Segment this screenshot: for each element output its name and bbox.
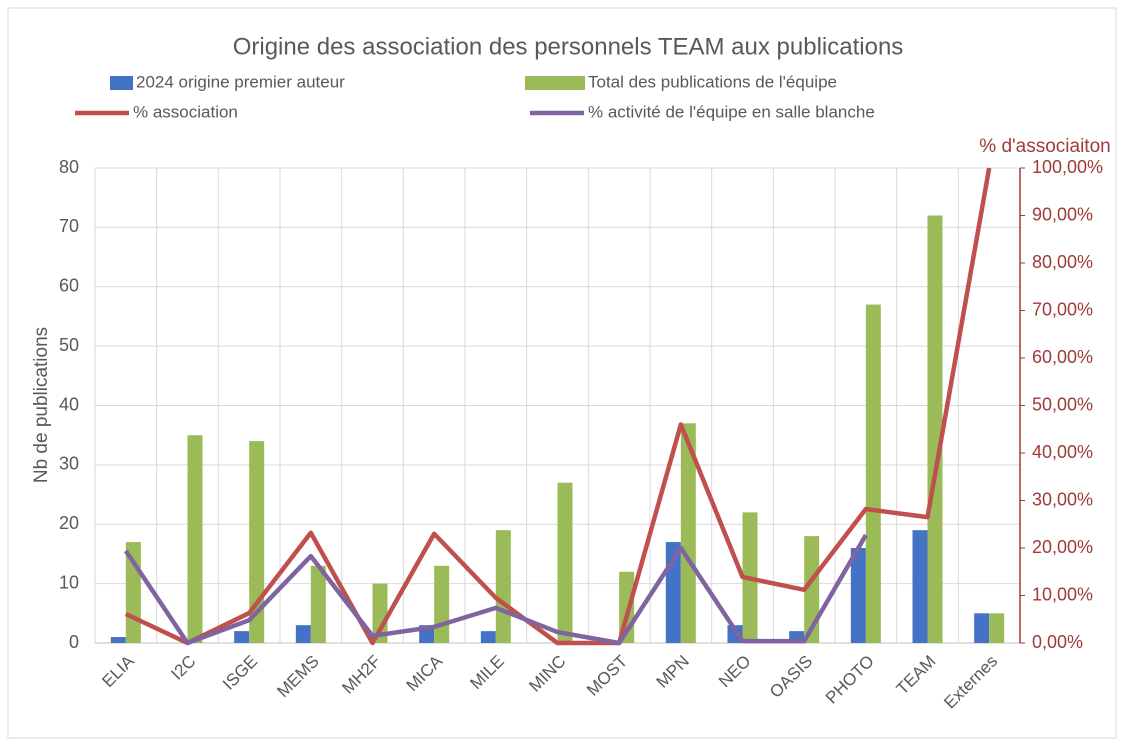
bar [372, 583, 388, 643]
y-tick-label: 60 [59, 276, 79, 296]
legend-swatch [525, 76, 585, 90]
bar [804, 536, 820, 643]
bar [865, 304, 881, 643]
bar [680, 423, 696, 643]
line-series [123, 534, 868, 646]
y2-tick-label: 60,00% [1032, 347, 1093, 367]
bar [234, 631, 250, 643]
chart-title: Origine des association des personnels T… [233, 33, 904, 60]
line-series [124, 167, 992, 646]
y-tick-label: 10 [59, 572, 79, 592]
y2-tick-label: 70,00% [1032, 299, 1093, 319]
legend-label: % activité de l'équipe en salle blanche [588, 102, 875, 121]
y-tick-label: 0 [69, 632, 79, 652]
legend-swatch [110, 76, 133, 90]
y2-tick-label: 30,00% [1032, 489, 1093, 509]
y2-tick-label: 90,00% [1032, 204, 1093, 224]
legend-label: % association [133, 102, 238, 121]
bar [187, 435, 203, 643]
y2-axis-label: % d'associaiton [979, 136, 1110, 157]
bar [789, 631, 805, 643]
y-tick-label: 20 [59, 513, 79, 533]
bar [974, 613, 990, 643]
bar [110, 637, 126, 643]
bar [557, 482, 573, 643]
bar [295, 625, 311, 643]
y2-tick-label: 100,00% [1032, 157, 1103, 177]
y2-tick-label: 80,00% [1032, 252, 1093, 272]
bar [249, 441, 265, 643]
y-tick-label: 50 [59, 335, 79, 355]
y2-tick-label: 50,00% [1032, 394, 1093, 414]
bar [927, 215, 943, 643]
legend-label: Total des publications de l'équipe [588, 72, 837, 91]
bar [434, 565, 450, 643]
y2-tick-label: 40,00% [1032, 442, 1093, 462]
bar [495, 530, 511, 643]
bar [480, 631, 496, 643]
y2-tick-label: 10,00% [1032, 584, 1093, 604]
y-tick-label: 30 [59, 454, 79, 474]
bar [912, 530, 928, 643]
bar [989, 613, 1005, 643]
legend-label: 2024 origine premier auteur [136, 72, 345, 91]
bar [310, 565, 326, 643]
bar [850, 548, 866, 643]
y-axis-label: Nb de publications [31, 327, 52, 483]
y-tick-label: 40 [59, 394, 79, 414]
y-tick-label: 70 [59, 216, 79, 236]
y-tick-label: 80 [59, 157, 79, 177]
y2-tick-label: 20,00% [1032, 537, 1093, 557]
y2-tick-label: 0,00% [1032, 632, 1083, 652]
